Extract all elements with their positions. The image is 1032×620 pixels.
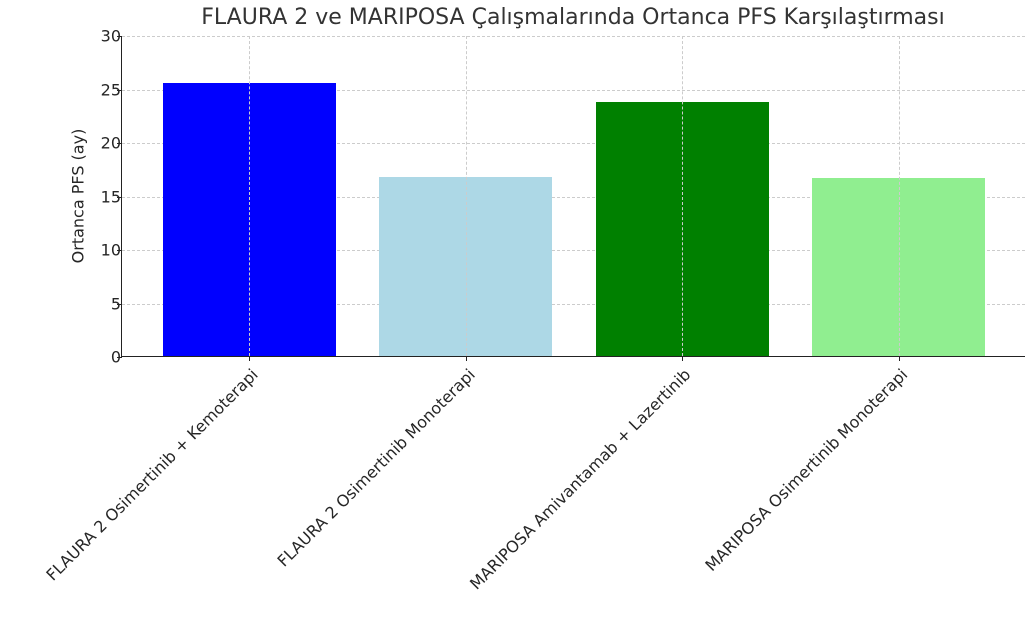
gridline-horizontal	[122, 36, 1025, 37]
x-tick-mark	[898, 356, 900, 361]
y-tick-label: 15	[100, 187, 121, 206]
y-tick-mark	[117, 303, 122, 305]
y-tick-mark	[117, 357, 122, 358]
y-tick-label: 5	[110, 294, 121, 313]
x-tick-label: MARIPOSA Osimertinib Monoterapi	[700, 365, 911, 575]
y-tick-mark	[117, 36, 122, 37]
gridline-horizontal	[122, 196, 1025, 198]
gridline-vertical	[249, 36, 250, 356]
y-axis-label: Ortanca PFS (ay)	[68, 128, 88, 264]
gridline-horizontal	[122, 89, 1025, 91]
gridline-vertical	[465, 36, 467, 356]
x-tick-mark	[682, 356, 683, 361]
y-tick-mark	[117, 143, 122, 144]
x-tick-mark	[249, 356, 250, 361]
plot-area	[117, 36, 1025, 361]
y-tick-label: 20	[100, 133, 121, 153]
gridline-horizontal	[122, 303, 1025, 305]
x-tick-mark	[465, 356, 467, 361]
gridline-horizontal	[122, 250, 1025, 251]
y-tick-label: 0	[110, 347, 121, 367]
chart-title: FLAURA 2 ve MARIPOSA Çalışmalarında Orta…	[201, 5, 945, 30]
gridline-horizontal	[122, 143, 1025, 144]
y-tick-label: 10	[100, 240, 121, 260]
y-tick-mark	[117, 250, 122, 251]
x-tick-label: FLAURA 2 Osimertinib Monoterapi	[273, 365, 479, 571]
x-tick-label: MARIPOSA Amivantamab + Lazertinib	[466, 365, 695, 594]
y-tick-mark	[117, 196, 122, 198]
y-tick-label: 30	[100, 26, 121, 46]
x-tick-label: FLAURA 2 Osimertinib + Kemoterapi	[42, 365, 262, 585]
gridline-vertical	[898, 36, 900, 356]
y-tick-label: 25	[100, 80, 121, 99]
y-tick-mark	[117, 89, 122, 91]
gridline-vertical	[682, 36, 683, 356]
